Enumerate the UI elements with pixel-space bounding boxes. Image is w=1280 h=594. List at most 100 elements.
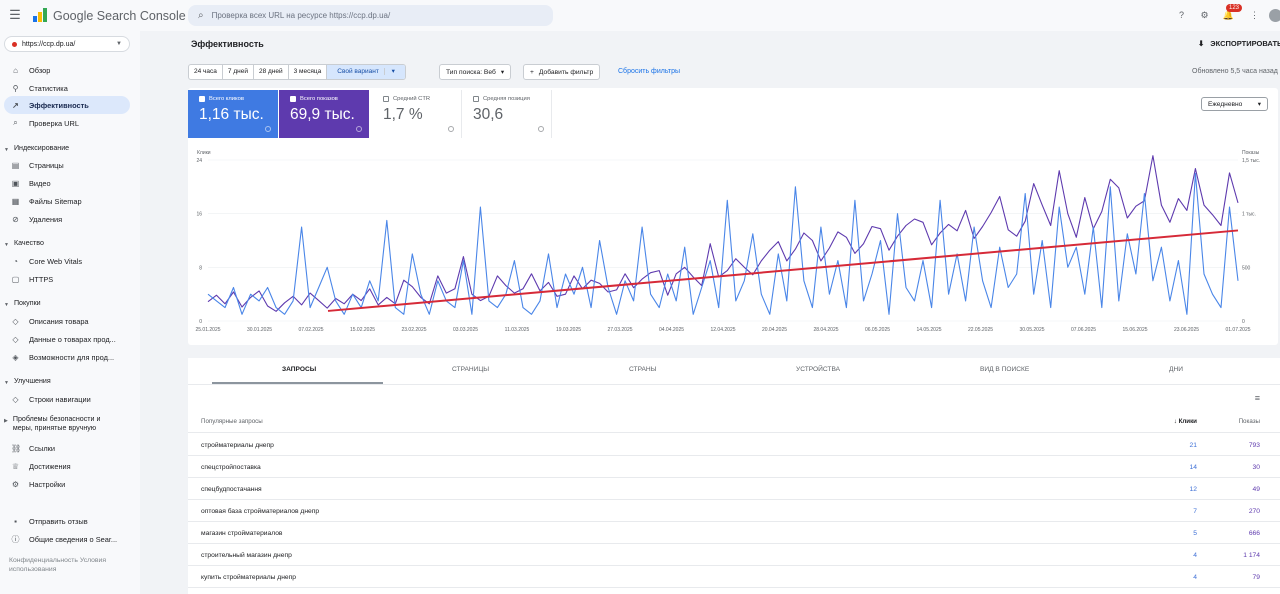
add-filter-button[interactable]: + Добавить фильтр — [523, 64, 601, 80]
sidebar-item-stats[interactable]: ⚲ Статистика — [4, 79, 130, 97]
table-row[interactable]: стройматериалы днепр 21 793 — [188, 434, 1280, 456]
tab-countries[interactable]: СТРАНЫ — [629, 366, 657, 373]
help-icon[interactable]: ? — [1178, 10, 1184, 20]
metric-total-clicks[interactable]: Всего кликов 1,16 тыс. — [188, 90, 278, 138]
table-row[interactable]: магазин стройматериалов 5 666 — [188, 522, 1280, 544]
sidebar-item-achievements[interactable]: ♕ Достижения — [4, 457, 130, 475]
sort-down-icon: ↓ — [1173, 418, 1177, 425]
clicks-cell: 4 — [1193, 552, 1197, 559]
sidebar-item-core-web-vitals[interactable]: ◔ Core Web Vitals — [4, 252, 130, 270]
sidebar-item-breadcrumbs[interactable]: ◇ Строки навигации — [4, 390, 130, 408]
metric-average-position[interactable]: Средняя позиция 30,6 — [462, 90, 552, 138]
sidebar-item-label: Эффективность — [29, 100, 89, 110]
filter-rows-icon[interactable]: ≡ — [1254, 393, 1260, 403]
tab-days[interactable]: ДНИ — [1169, 366, 1183, 373]
help-icon[interactable] — [538, 126, 544, 132]
search-type-filter[interactable]: Тип поиска: Веб ▾ — [439, 64, 512, 80]
tab-queries[interactable]: ЗАПРОСЫ — [282, 366, 317, 373]
reset-filters-link[interactable]: Сбросить фильтры — [618, 68, 681, 75]
query-cell: спецбудпостачання — [201, 486, 262, 493]
apps-grid-icon[interactable]: ⋮ — [1250, 10, 1259, 20]
url-inspect-search[interactable]: ⌕ Проверка всех URL на ресурсе https://c… — [188, 5, 553, 26]
sidebar-item-about[interactable]: ⓘ Общие сведения о Sear... — [4, 530, 130, 548]
app-title: Google Search Console — [53, 9, 186, 23]
user-settings-icon[interactable]: ⚙ — [1200, 10, 1209, 20]
sidebar-item-removals[interactable]: ⊘ Удаления — [4, 210, 130, 228]
x-tick-label: 15.06.2025 — [1122, 327, 1147, 333]
sidebar-item-pages[interactable]: ▤ Страницы — [4, 156, 130, 174]
avatar[interactable] — [1269, 9, 1280, 22]
section-security[interactable]: ▶ Проблемы безопасности и меры, принятые … — [4, 415, 101, 432]
metric-total-impressions[interactable]: Всего показов 69,9 тыс. — [279, 90, 369, 138]
section-indexing[interactable]: ▼ Индексирование — [4, 144, 70, 153]
property-selector[interactable]: https://ccp.dp.ua/ ▼ — [4, 36, 130, 52]
sidebar-item-feedback[interactable]: ▪ Отправить отзыв — [4, 512, 130, 530]
y-left-tick-label: 16 — [196, 212, 202, 218]
sidebar-item-merchant-listings[interactable]: ◇ Данные о товарах прод... — [4, 330, 130, 348]
diamond-icon: ◇ — [12, 334, 19, 344]
sidebar-item-performance[interactable]: ↗ Эффективность — [4, 96, 130, 114]
help-icon[interactable] — [265, 126, 271, 132]
x-tick-label: 12.04.2025 — [710, 327, 735, 333]
query-cell: оптовая база стройматериалов днепр — [201, 508, 320, 515]
header-queries[interactable]: Популярные запросы — [201, 418, 263, 425]
sidebar-item-label: Ссылки — [29, 443, 56, 453]
tab-search-appearance[interactable]: ВИД В ПОИСКЕ — [980, 366, 1030, 373]
period-selector: 24 часа 7 дней 28 дней 3 месяца Свой вар… — [188, 64, 406, 80]
y-right-tick-label: 1,5 тыс. — [1242, 158, 1260, 164]
x-tick-label: 19.03.2025 — [556, 327, 581, 333]
x-tick-label: 23.06.2025 — [1174, 327, 1199, 333]
table-row[interactable]: оптовая база стройматериалов днепр 7 270 — [188, 500, 1280, 522]
help-icon[interactable] — [356, 126, 362, 132]
table-row[interactable]: купить стройматериалы днепр 4 79 — [188, 566, 1280, 588]
sidebar-item-label: Настройки — [29, 479, 66, 489]
period-7d[interactable]: 7 дней — [223, 65, 254, 79]
table-row[interactable]: строительный магазин днепр 4 1 174 — [188, 544, 1280, 566]
section-quality[interactable]: ▼ Качество — [4, 239, 44, 248]
queries-table: ≡ Популярные запросы ↓ Клики Показы стро… — [188, 385, 1280, 594]
caret-down-icon: ▼ — [4, 147, 9, 153]
menu-icon[interactable]: ☰ — [9, 7, 21, 22]
sidebar-item-label: Удаления — [29, 214, 63, 224]
chevron-down-icon: ▾ — [391, 68, 395, 75]
impressions-cell: 666 — [1248, 530, 1260, 537]
granularity-select[interactable]: Ежедневно ▾ — [1201, 97, 1268, 111]
metric-average-ctr[interactable]: Средний CTR 1,7 % — [372, 90, 462, 138]
export-button[interactable]: ⬇ ЭКСПОРТИРОВАТЬ — [1198, 39, 1280, 48]
chevron-down-icon: ▼ — [116, 41, 122, 47]
sidebar-item-links[interactable]: ⛓ Ссылки — [4, 439, 130, 457]
period-custom[interactable]: Свой вариант ▾ — [327, 65, 405, 79]
clicks-cell: 4 — [1193, 574, 1197, 581]
table-row[interactable]: спецстройпоставка 14 30 — [188, 456, 1280, 478]
sidebar-item-product-snippets[interactable]: ◇ Описания товара — [4, 312, 130, 330]
section-shopping[interactable]: ▼ Покупки — [4, 299, 41, 308]
x-tick-label: 28.04.2025 — [813, 327, 838, 333]
lock-icon: ▢ — [11, 274, 20, 284]
tab-devices[interactable]: УСТРОЙСТВА — [796, 366, 841, 373]
sidebar-item-label: Проверка URL — [29, 118, 79, 128]
sidebar-item-https[interactable]: ▢ HTTPS — [4, 270, 130, 288]
header-impressions[interactable]: Показы — [1238, 418, 1260, 425]
sidebar-item-label: Строки навигации — [29, 394, 91, 404]
page-title: Эффективность — [191, 39, 264, 49]
section-enhancements[interactable]: ▼ Улучшения — [4, 377, 51, 386]
sidebar-item-label: Описания товара — [29, 316, 89, 326]
help-icon[interactable] — [448, 126, 454, 132]
sidebar-item-sitemaps[interactable]: ▦ Файлы Sitemap — [4, 192, 130, 210]
sidebar-item-video[interactable]: ▣ Видео — [4, 174, 130, 192]
notifications-icon[interactable]: 🔔 — [1222, 10, 1235, 20]
sidebar-item-overview[interactable]: ⌂ Обзор — [4, 61, 130, 79]
sidebar-item-settings[interactable]: ⚙ Настройки — [4, 475, 130, 493]
sidebar-item-url-inspection[interactable]: ⌕ Проверка URL — [4, 114, 130, 132]
tab-pages[interactable]: СТРАНИЦЫ — [452, 366, 490, 373]
footer-links[interactable]: Конфиденциальность Условия использования — [9, 557, 107, 573]
period-28d[interactable]: 28 дней — [254, 65, 289, 79]
table-row[interactable]: спецбудпостачання 12 49 — [188, 478, 1280, 500]
clicks-cell: 21 — [1189, 442, 1197, 449]
x-tick-label: 22.05.2025 — [968, 327, 993, 333]
plus-icon: + — [530, 68, 534, 76]
period-24h[interactable]: 24 часа — [189, 65, 223, 79]
period-3m[interactable]: 3 месяца — [289, 65, 328, 79]
header-clicks[interactable]: ↓ Клики — [1173, 418, 1197, 425]
sidebar-item-shopping-opportunities[interactable]: ◈ Возможности для прод... — [4, 348, 130, 366]
